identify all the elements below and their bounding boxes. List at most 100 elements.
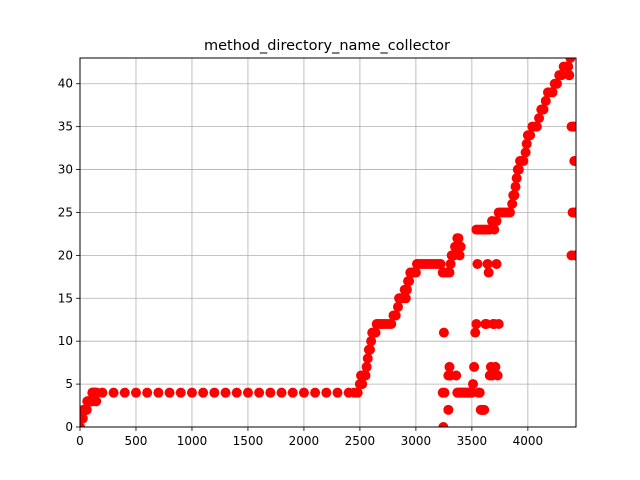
data-point <box>357 379 368 390</box>
chart-title: method_directory_name_collector <box>204 38 450 54</box>
y-tick-label: 25 <box>58 205 73 219</box>
data-point <box>390 310 401 321</box>
data-point <box>401 284 412 295</box>
data-point <box>479 404 490 415</box>
y-tick-label: 0 <box>65 420 73 434</box>
data-point <box>443 404 454 415</box>
plot-frame <box>79 57 577 428</box>
data-point <box>130 387 141 398</box>
data-point <box>186 387 197 398</box>
data-point <box>531 121 542 132</box>
data-point <box>493 319 504 330</box>
data-point <box>361 361 372 372</box>
grid-lines <box>79 58 576 428</box>
data-point <box>491 216 502 227</box>
data-point <box>520 147 531 158</box>
x-tick-label: 1500 <box>233 434 264 448</box>
data-point <box>392 301 403 312</box>
data-point <box>454 250 465 261</box>
data-point <box>551 78 562 89</box>
data-point <box>153 387 164 398</box>
data-point <box>91 396 102 407</box>
data-point <box>242 387 253 398</box>
data-point <box>265 387 276 398</box>
data-point <box>97 387 108 398</box>
data-point <box>276 387 287 398</box>
data-point <box>569 155 576 166</box>
data-point <box>360 370 371 381</box>
data-point <box>471 319 482 330</box>
data-point <box>563 61 574 72</box>
data-point <box>510 181 521 192</box>
y-axis-ticks: 0 5 10 15 20 25 30 35 40 <box>58 77 80 434</box>
y-tick-label: 20 <box>58 248 73 262</box>
data-point <box>534 113 545 124</box>
data-point <box>386 319 397 330</box>
data-point <box>444 267 455 278</box>
data-point <box>566 250 576 261</box>
data-point <box>444 361 455 372</box>
data-point <box>321 387 332 398</box>
data-point <box>352 387 363 398</box>
data-point <box>164 387 175 398</box>
data-point <box>332 387 343 398</box>
data-point <box>469 361 480 372</box>
data-point <box>511 173 522 184</box>
data-point <box>108 387 119 398</box>
data-point <box>538 104 549 115</box>
data-point <box>298 387 309 398</box>
data-point <box>513 164 524 175</box>
data-point <box>540 95 551 106</box>
x-tick-label: 3500 <box>457 434 488 448</box>
y-tick-label: 5 <box>65 377 73 391</box>
y-tick-label: 30 <box>58 163 73 177</box>
data-point <box>547 87 558 98</box>
data-point <box>364 344 375 355</box>
data-point <box>483 267 494 278</box>
data-point <box>474 387 485 398</box>
y-tick-label: 15 <box>58 291 73 305</box>
data-point <box>556 70 567 81</box>
data-point <box>504 207 515 218</box>
data-point <box>518 155 529 166</box>
x-tick-label: 2000 <box>289 434 320 448</box>
data-point <box>451 370 462 381</box>
data-point <box>525 130 536 141</box>
data-point <box>404 276 415 287</box>
data-point <box>453 233 464 244</box>
data-point <box>438 422 449 427</box>
data-point <box>370 327 381 338</box>
x-tick-label: 500 <box>125 434 148 448</box>
data-point <box>220 387 231 398</box>
data-point <box>81 404 92 415</box>
x-tick-label: 4000 <box>513 434 544 448</box>
data-point <box>521 138 532 149</box>
data-point <box>482 258 493 269</box>
data-point <box>489 224 500 235</box>
data-point <box>567 207 576 218</box>
data-point <box>231 387 242 398</box>
x-tick-label: 3000 <box>401 434 432 448</box>
data-point <box>507 198 518 209</box>
data-point <box>470 327 481 338</box>
data-point <box>445 258 456 269</box>
data-point <box>568 121 576 132</box>
data-point <box>410 267 421 278</box>
data-point <box>490 361 501 372</box>
data-point <box>438 327 449 338</box>
data-point <box>362 353 373 364</box>
data-point <box>80 413 88 424</box>
data-point <box>142 387 153 398</box>
data-point <box>254 387 265 398</box>
data-point <box>455 241 466 252</box>
y-tick-label: 40 <box>58 77 73 91</box>
data-point <box>119 387 130 398</box>
data-point <box>467 379 478 390</box>
data-point <box>565 58 576 63</box>
x-tick-label: 0 <box>76 434 84 448</box>
data-point <box>435 258 446 269</box>
data-point <box>400 293 411 304</box>
data-points <box>80 58 576 427</box>
data-point <box>175 387 186 398</box>
data-point <box>491 258 502 269</box>
